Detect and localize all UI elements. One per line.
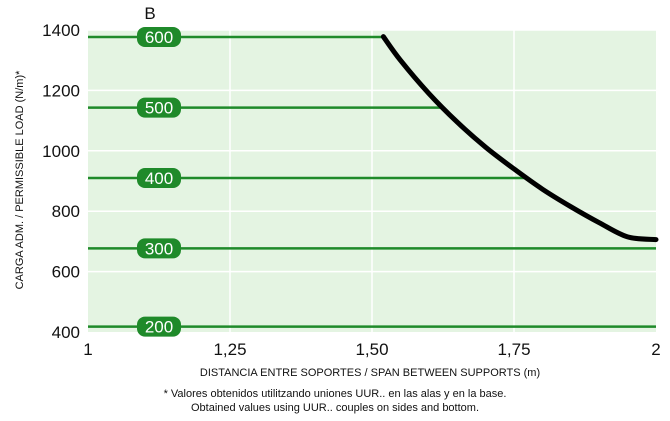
x-tick-label: 1,75 (497, 340, 530, 359)
grid-lines (88, 29, 656, 332)
y-tick-labels: 400 600 800 1000 1200 1400 (42, 21, 80, 342)
load-label-300: 300 (137, 238, 181, 259)
panel-label: B (144, 4, 155, 23)
load-label-500: 500 (137, 97, 181, 118)
load-labels: 600 500 400 300 200 (137, 26, 181, 337)
x-tick-label: 1,25 (213, 340, 246, 359)
load-label-600: 600 (137, 26, 181, 47)
load-label-text: 200 (145, 318, 173, 337)
y-tick-label: 800 (52, 202, 80, 221)
load-label-badge (137, 238, 181, 259)
y-tick-label: 1000 (42, 142, 80, 161)
footnote-line-2: Obtained values using UUR.. couples on s… (191, 402, 479, 414)
load-label-badge (137, 167, 181, 188)
y-tick-label: 400 (52, 323, 80, 342)
footnote: * Valores obtenidos utilitzando uniones … (0, 387, 670, 415)
load-label-badge (137, 26, 181, 47)
load-label-badge (137, 316, 181, 337)
footnote-line-1: * Valores obtenidos utilitzando uniones … (163, 388, 507, 400)
load-label-text: 600 (145, 28, 173, 47)
y-tick-label: 1200 (42, 81, 80, 100)
x-tick-label: 1 (83, 340, 92, 359)
load-curve (380, 34, 659, 243)
load-label-400: 400 (137, 167, 181, 188)
x-tick-label: 1,50 (355, 340, 388, 359)
load-label-badge (137, 97, 181, 118)
x-axis-title: DISTANCIA ENTRE SOPORTES / SPAN BETWEEN … (200, 367, 540, 379)
y-tick-label: 1400 (42, 21, 80, 40)
load-label-text: 300 (145, 239, 173, 258)
x-tick-label: 2 (651, 340, 660, 359)
load-label-200: 200 (137, 316, 181, 337)
y-tick-label: 600 (52, 263, 80, 282)
x-tick-labels: 1 1,25 1,50 1,75 2 (83, 340, 660, 359)
load-label-text: 400 (145, 169, 173, 188)
load-label-text: 500 (145, 99, 173, 118)
y-axis-title: CARGA ADM. / PERMISSIBLE LOAD (N/m)* (14, 70, 26, 290)
